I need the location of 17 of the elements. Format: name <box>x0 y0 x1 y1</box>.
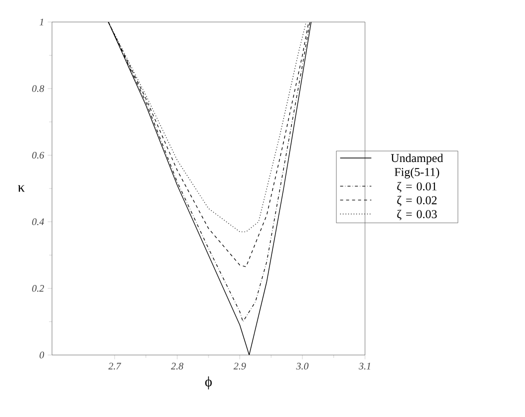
legend-label: Undamped Fig(5-11) <box>390 154 444 179</box>
x-axis-title: ϕ <box>205 376 212 390</box>
x-tick-label: 3.0 <box>296 362 309 370</box>
y-tick-label: 0.6 <box>32 152 44 159</box>
y-tick-label: 0.2 <box>32 285 44 292</box>
y-axis-title: κ <box>18 185 25 192</box>
x-tick-label: 3.1 <box>358 362 370 370</box>
x-tick-label: 2.9 <box>234 362 246 370</box>
y-tick-label: 0.4 <box>32 218 44 226</box>
x-tick-label: 2.8 <box>170 362 184 370</box>
legend-label: ζ = 0.03 <box>397 210 437 220</box>
y-tick-label: 0.8 <box>32 85 44 92</box>
legend-label: ζ = 0.01 <box>397 182 437 192</box>
y-tick-label: 0 <box>40 352 44 358</box>
x-tick-label: 2.7 <box>108 362 122 370</box>
y-tick-label: 1 <box>40 18 44 26</box>
legend-label: ζ = 0.02 <box>397 196 437 206</box>
